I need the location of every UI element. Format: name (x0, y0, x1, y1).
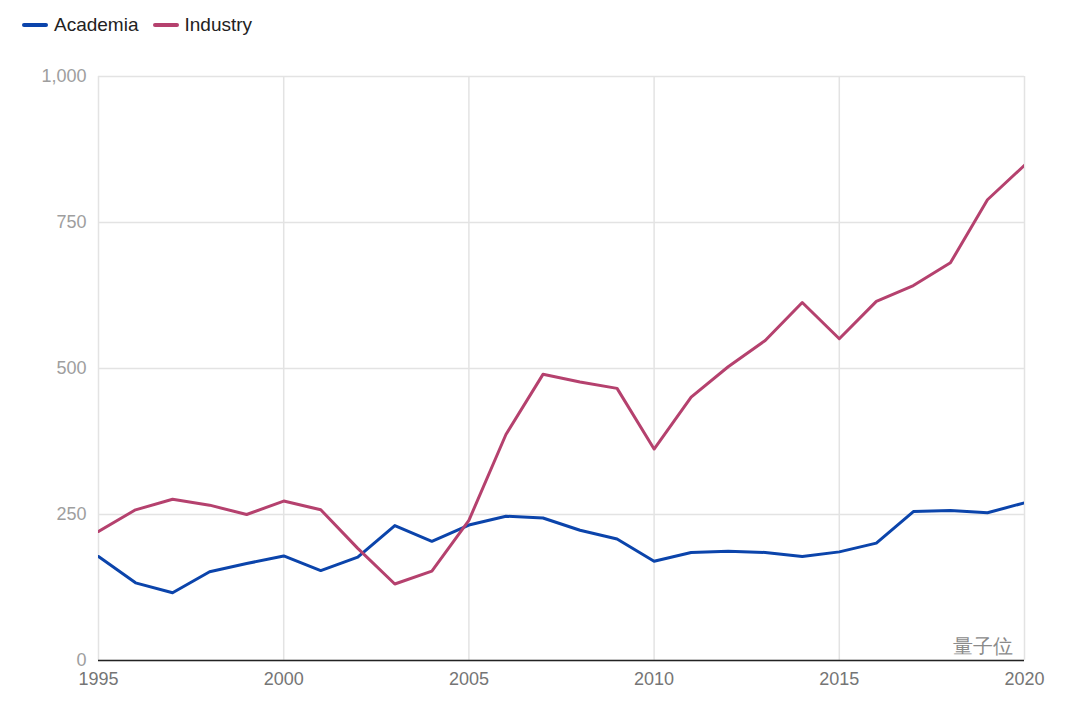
svg-text:2015: 2015 (819, 669, 859, 689)
svg-text:0: 0 (76, 650, 86, 670)
svg-text:750: 750 (56, 212, 86, 232)
html-text:Academia: Academia (54, 14, 139, 35)
svg-text:500: 500 (56, 358, 86, 378)
svg-text:1995: 1995 (78, 669, 118, 689)
svg-text:2000: 2000 (264, 669, 304, 689)
html-text:Industry: Industry (184, 14, 253, 35)
svg-text:250: 250 (56, 504, 86, 524)
svg-text:2005: 2005 (449, 669, 489, 689)
svg-text:量子位: 量子位 (953, 635, 1013, 657)
svg-text:2010: 2010 (634, 669, 674, 689)
svg-text:2020: 2020 (1004, 669, 1044, 689)
svg-text:1,000: 1,000 (41, 66, 86, 86)
